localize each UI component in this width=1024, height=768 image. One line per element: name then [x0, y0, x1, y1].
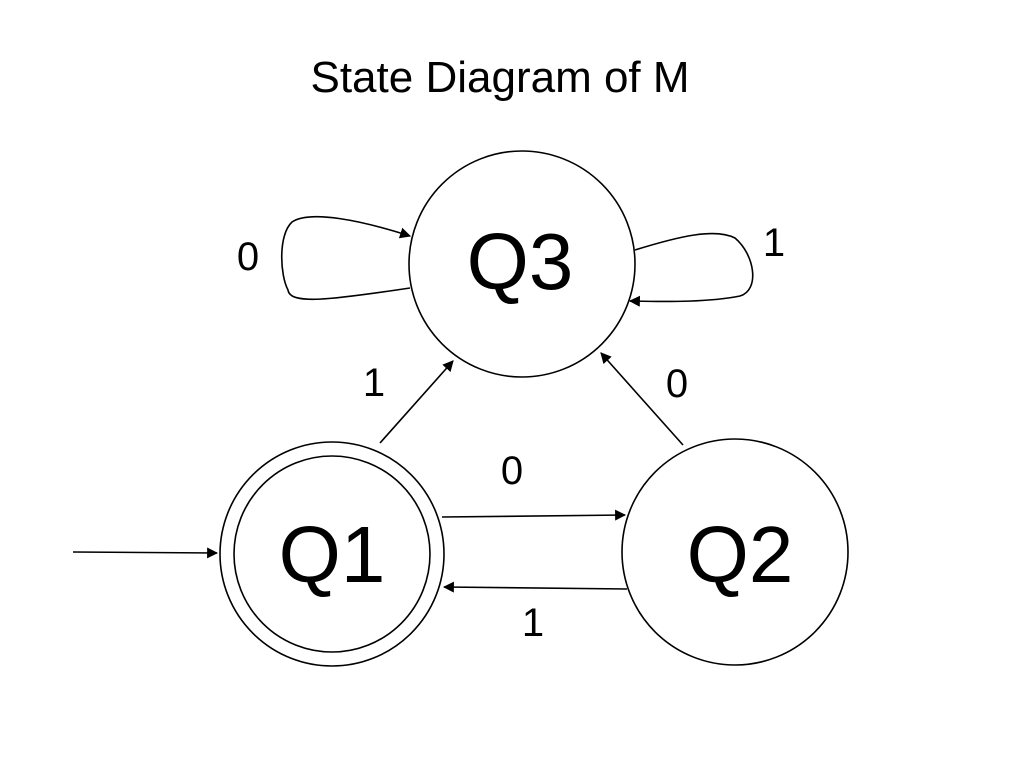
edge-q3-self-0-label: 0: [237, 235, 259, 279]
edge-q1-q2: [441, 509, 627, 521]
edge-q2-q3-label: 0: [666, 362, 688, 406]
edge-q1-q2-label: 0: [501, 449, 523, 493]
state-q1-outer-circle: [219, 441, 445, 667]
edge-q2-q1: [442, 581, 628, 593]
edge-q3-self-1: [628, 232, 754, 307]
state-q3-circle: [408, 150, 636, 378]
edge-q1-q3-label: 1: [363, 361, 385, 405]
edge-q3-self-1-label: 1: [763, 221, 785, 265]
state-q2: Q2: [621, 438, 849, 666]
edge-q1-q3: [379, 360, 454, 444]
state-q1-label: Q1: [279, 510, 386, 599]
state-q1: Q1: [219, 441, 445, 667]
start-arrow: [72, 547, 219, 559]
state-q3-label: Q3: [467, 217, 574, 306]
state-q3: Q3: [408, 150, 636, 378]
state-q2-label: Q2: [687, 510, 794, 599]
edge-q3-self-0: [280, 215, 412, 301]
state-q2-circle: [621, 438, 849, 666]
state-q1-inner-circle: [233, 455, 431, 653]
edge-q2-q1-label: 1: [522, 601, 544, 645]
edge-q2-q3: [600, 352, 684, 446]
diagram-title: State Diagram of M: [310, 53, 689, 102]
